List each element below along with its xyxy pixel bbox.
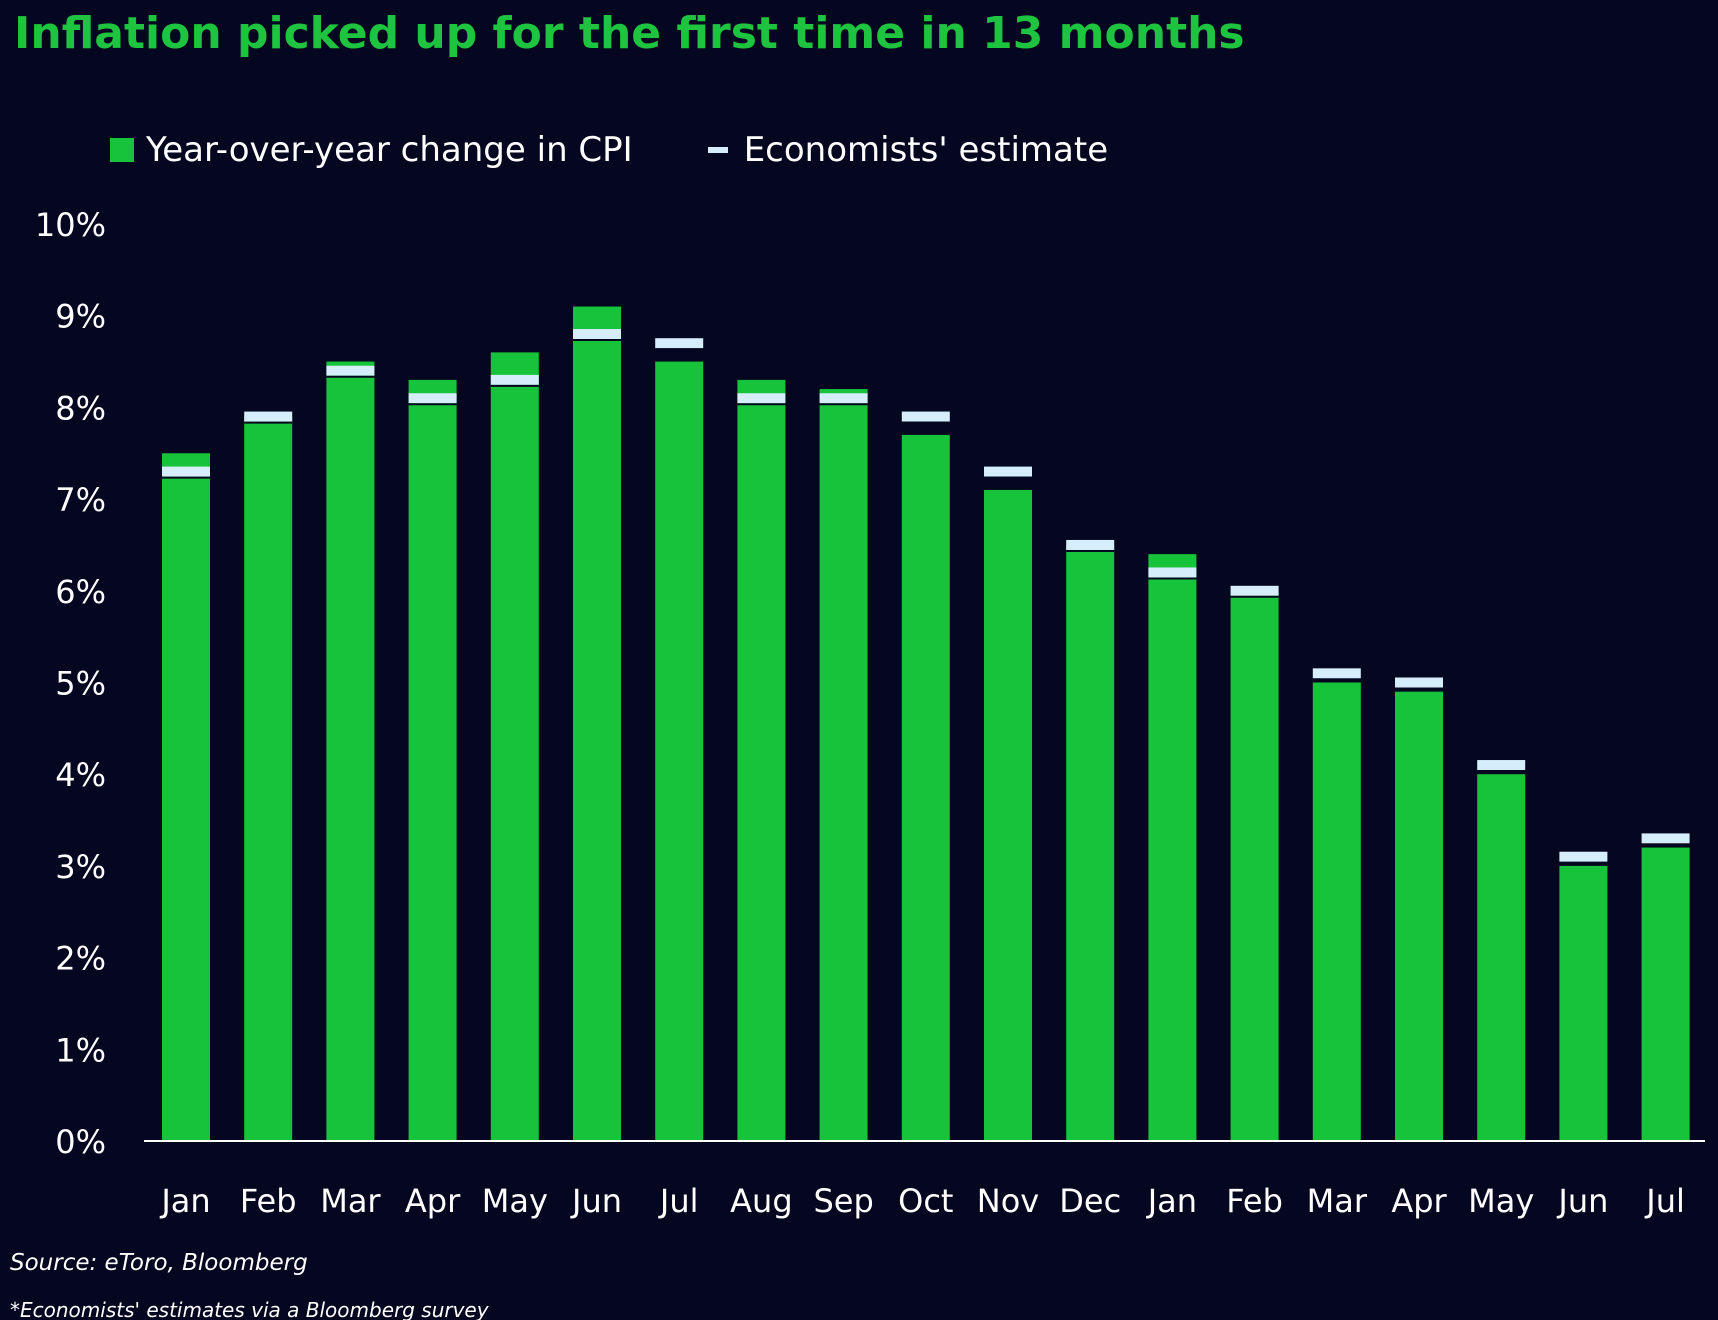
estimate-marker: [244, 411, 293, 422]
cpi-bar: [1148, 554, 1197, 1141]
estimate-marker: [1559, 851, 1608, 862]
estimate-marker: [326, 365, 375, 376]
x-tick-label: Jul: [658, 1182, 699, 1220]
estimate-marker: [1395, 677, 1443, 688]
estimate-marker: [1230, 585, 1279, 596]
estimate-marker: [1312, 668, 1361, 679]
x-tick-label: Jun: [1556, 1182, 1608, 1220]
x-tick-label: Nov: [977, 1182, 1039, 1220]
legend-item-estimate: Economists' estimate: [633, 130, 1108, 170]
legend-label-cpi: Year-over-year change in CPI: [146, 130, 633, 170]
x-tick-label: Dec: [1059, 1182, 1121, 1220]
cpi-bar: [1066, 544, 1115, 1141]
cpi-bar: [1641, 847, 1690, 1141]
y-tick-label: 6%: [55, 573, 106, 611]
cpi-bar: [408, 379, 457, 1141]
estimate-marker: [819, 393, 868, 404]
cpi-bar: [244, 416, 293, 1141]
legend-swatch-estimate: [707, 147, 728, 153]
cpi-bar: [162, 453, 210, 1141]
x-tick-label: Apr: [405, 1182, 461, 1220]
y-tick-label: 9%: [55, 298, 106, 336]
cpi-bar: [1559, 865, 1608, 1141]
cpi-bar: [490, 352, 539, 1141]
x-tick-label: Feb: [1226, 1182, 1283, 1220]
x-tick-label: May: [482, 1182, 548, 1220]
cpi-bar: [326, 361, 375, 1141]
x-tick-label: Jun: [570, 1182, 622, 1220]
cpi-bar: [819, 389, 868, 1141]
legend-item-cpi: Year-over-year change in CPI: [110, 130, 633, 170]
estimate-marker: [984, 466, 1032, 477]
x-tick-label: Jul: [1644, 1182, 1685, 1220]
cpi-bar: [901, 434, 950, 1141]
estimate-marker: [1066, 539, 1115, 550]
source-note: Source: eToro, Bloomberg: [10, 1250, 308, 1276]
legend-swatch-cpi: [110, 138, 134, 162]
estimate-marker: [737, 393, 786, 404]
x-tick-label: Feb: [240, 1182, 297, 1220]
cpi-bar: [1312, 682, 1361, 1141]
x-tick-label: Oct: [898, 1182, 953, 1220]
chart-title: Inflation picked up for the first time i…: [14, 8, 1245, 59]
estimate-marker: [901, 411, 950, 422]
cpi-bar: [1230, 590, 1279, 1141]
estimate-marker: [573, 329, 621, 340]
x-tick-label: Aug: [730, 1182, 792, 1220]
footnote: *Economists' estimates via a Bloomberg s…: [10, 1298, 489, 1320]
cpi-bar: [655, 361, 704, 1141]
y-tick-label: 0%: [55, 1123, 106, 1161]
estimate-marker: [162, 466, 210, 477]
estimate-marker: [1641, 833, 1690, 844]
y-tick-label: 5%: [55, 665, 106, 703]
x-tick-label: Apr: [1391, 1182, 1447, 1220]
x-tick-label: Jan: [1146, 1182, 1197, 1220]
y-tick-label: 10%: [35, 206, 106, 244]
y-tick-label: 2%: [55, 940, 106, 978]
y-tick-label: 3%: [55, 848, 106, 886]
x-tick-label: Mar: [320, 1182, 381, 1220]
cpi-bar: [1477, 774, 1526, 1141]
cpi-bar: [984, 489, 1032, 1141]
cpi-bar: [1395, 691, 1443, 1141]
estimate-marker: [1148, 567, 1197, 578]
estimate-marker: [655, 338, 704, 349]
legend-label-estimate: Economists' estimate: [743, 130, 1109, 170]
x-tick-label: Mar: [1307, 1182, 1368, 1220]
estimate-marker: [490, 374, 539, 385]
cpi-bar: [737, 379, 786, 1141]
y-tick-label: 4%: [55, 756, 106, 794]
estimate-marker: [408, 393, 457, 404]
estimate-marker: [1477, 760, 1526, 771]
legend: Year-over-year change in CPI Economists'…: [110, 128, 1108, 172]
x-tick-label: May: [1468, 1182, 1534, 1220]
x-tick-label: Jan: [159, 1182, 210, 1220]
x-tick-label: Sep: [813, 1182, 873, 1220]
cpi-bar: [573, 306, 621, 1141]
y-tick-label: 8%: [55, 389, 106, 427]
y-tick-label: 7%: [55, 481, 106, 519]
y-tick-label: 1%: [55, 1031, 106, 1069]
